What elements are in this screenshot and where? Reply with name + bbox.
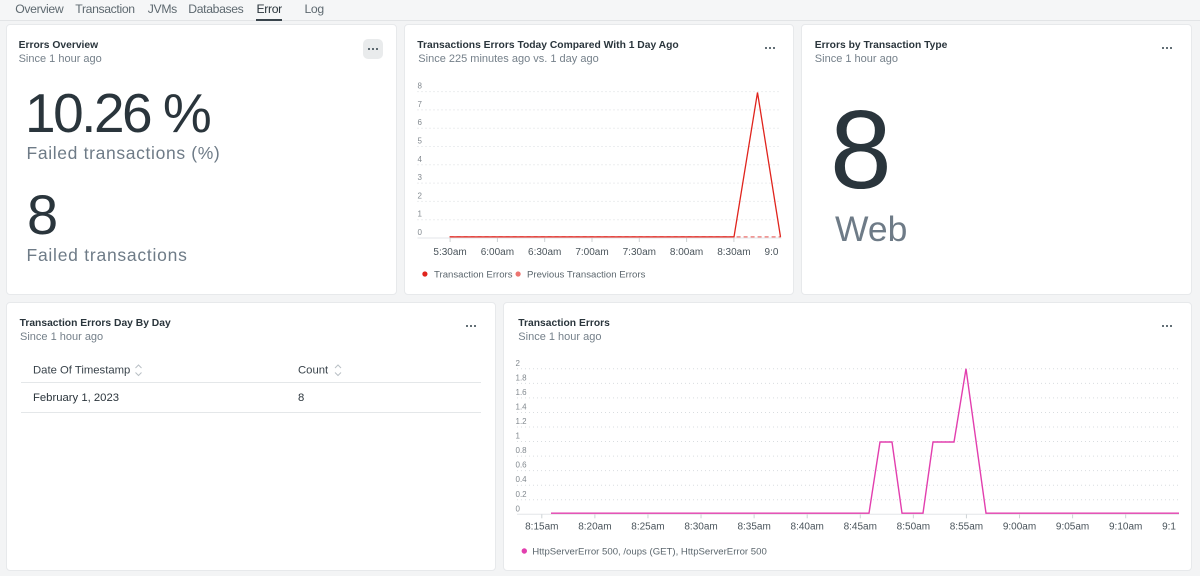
- svg-text:7: 7: [417, 100, 422, 109]
- svg-text:Count: Count: [298, 365, 329, 377]
- svg-text:1.2: 1.2: [516, 417, 528, 426]
- svg-text:9:00am: 9:00am: [764, 247, 794, 258]
- svg-text:8: 8: [298, 392, 304, 404]
- svg-text:9:00am: 9:00am: [1003, 521, 1036, 532]
- svg-text:Previous Transaction Errors: Previous Transaction Errors: [527, 269, 646, 280]
- svg-text:6: 6: [417, 118, 422, 127]
- svg-text:9:05am: 9:05am: [1056, 521, 1089, 532]
- svg-text:8:50am: 8:50am: [897, 521, 930, 532]
- svg-text:1.6: 1.6: [516, 388, 528, 397]
- svg-text:8:35am: 8:35am: [737, 521, 770, 532]
- svg-text:8:00am: 8:00am: [669, 247, 702, 258]
- svg-text:8: 8: [417, 82, 422, 91]
- svg-text:7:00am: 7:00am: [575, 247, 608, 258]
- svg-text:8:30am: 8:30am: [684, 521, 717, 532]
- svg-text:6:00am: 6:00am: [480, 247, 513, 258]
- svg-text:1: 1: [516, 432, 521, 441]
- svg-text:0.4: 0.4: [516, 475, 528, 484]
- svg-text:0: 0: [516, 504, 521, 513]
- svg-text:8:45am: 8:45am: [844, 521, 877, 532]
- svg-text:2: 2: [516, 359, 521, 368]
- svg-text:4: 4: [417, 155, 422, 164]
- svg-text:9:10am: 9:10am: [1109, 521, 1142, 532]
- svg-text:0: 0: [417, 228, 422, 237]
- svg-text:Date Of Timestamp: Date Of Timestamp: [33, 365, 130, 377]
- svg-text:3: 3: [417, 173, 422, 182]
- svg-text:6:30am: 6:30am: [528, 247, 561, 258]
- svg-text:5:30am: 5:30am: [433, 247, 466, 258]
- svg-text:8:20am: 8:20am: [578, 521, 611, 532]
- svg-text:1.4: 1.4: [516, 402, 528, 411]
- svg-text:9:15am: 9:15am: [1162, 521, 1192, 532]
- svg-text:HttpServerError 500, /oups (GE: HttpServerError 500, /oups (GET), HttpSe…: [532, 547, 767, 558]
- svg-text:8:25am: 8:25am: [631, 521, 664, 532]
- svg-text:2: 2: [417, 191, 422, 200]
- svg-text:0.8: 0.8: [516, 446, 528, 455]
- svg-text:5: 5: [417, 137, 422, 146]
- svg-text:8:40am: 8:40am: [791, 521, 824, 532]
- svg-text:February 1, 2023: February 1, 2023: [33, 392, 119, 404]
- svg-text:Transaction Errors: Transaction Errors: [434, 269, 513, 280]
- svg-text:8:15am: 8:15am: [525, 521, 558, 532]
- svg-text:8:55am: 8:55am: [950, 521, 983, 532]
- svg-text:1: 1: [417, 210, 422, 219]
- svg-text:0.2: 0.2: [516, 490, 528, 499]
- svg-text:8:30am: 8:30am: [717, 247, 750, 258]
- svg-text:0.6: 0.6: [516, 461, 528, 470]
- svg-text:7:30am: 7:30am: [622, 247, 655, 258]
- svg-text:1.8: 1.8: [516, 373, 528, 382]
